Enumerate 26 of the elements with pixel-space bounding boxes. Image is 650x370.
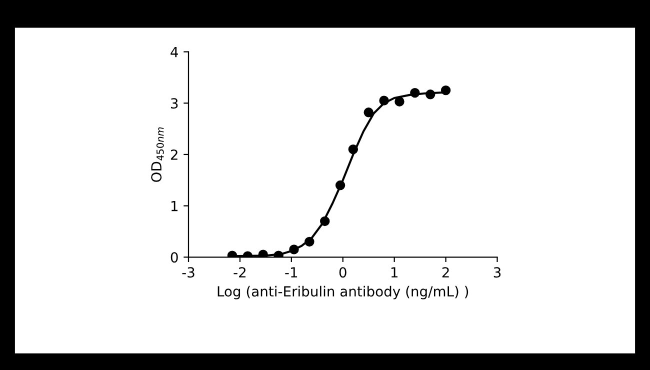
x-tick-label: 3 bbox=[494, 267, 501, 278]
point bbox=[425, 90, 436, 100]
x-tick-label: -1 bbox=[285, 267, 298, 278]
point bbox=[394, 96, 404, 106]
point bbox=[379, 96, 389, 106]
x-tick-label: -2 bbox=[234, 267, 246, 278]
point bbox=[410, 88, 420, 98]
point bbox=[320, 216, 330, 226]
x-tick-label: -3 bbox=[182, 267, 194, 278]
x-axis-title: Log (anti-Eribulin antibody (ng/mL) ) bbox=[218, 286, 468, 300]
y-tick-label: 3 bbox=[171, 98, 178, 109]
point bbox=[440, 85, 451, 96]
point bbox=[348, 144, 358, 154]
y-axis-title: OD$_{450nm}$ bbox=[151, 127, 164, 182]
point bbox=[364, 108, 374, 118]
point bbox=[304, 236, 314, 247]
y-tick-label: 0 bbox=[170, 252, 178, 263]
y-tick-label: 1 bbox=[171, 200, 178, 212]
x-tick-label: 1 bbox=[391, 267, 398, 278]
point bbox=[335, 180, 346, 190]
x-tick-label: 2 bbox=[442, 267, 449, 278]
point bbox=[258, 250, 268, 258]
y-tick-label: 2 bbox=[170, 149, 178, 160]
y-tick-label: 4 bbox=[170, 46, 178, 58]
x-tick-label: 0 bbox=[339, 267, 346, 278]
point bbox=[289, 244, 299, 254]
